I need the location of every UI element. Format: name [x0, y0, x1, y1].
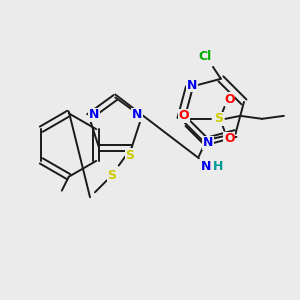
Text: O: O	[224, 92, 235, 106]
Text: Cl: Cl	[198, 50, 212, 64]
Text: N: N	[132, 108, 142, 121]
Text: S: S	[214, 112, 223, 125]
Text: O: O	[224, 132, 235, 145]
Text: N: N	[89, 108, 99, 121]
Text: H: H	[212, 160, 223, 173]
Text: N: N	[187, 79, 197, 92]
Text: S: S	[125, 149, 134, 162]
Text: N: N	[203, 136, 213, 149]
Text: O: O	[179, 109, 189, 122]
Text: S: S	[107, 169, 116, 182]
Text: N: N	[201, 160, 211, 173]
